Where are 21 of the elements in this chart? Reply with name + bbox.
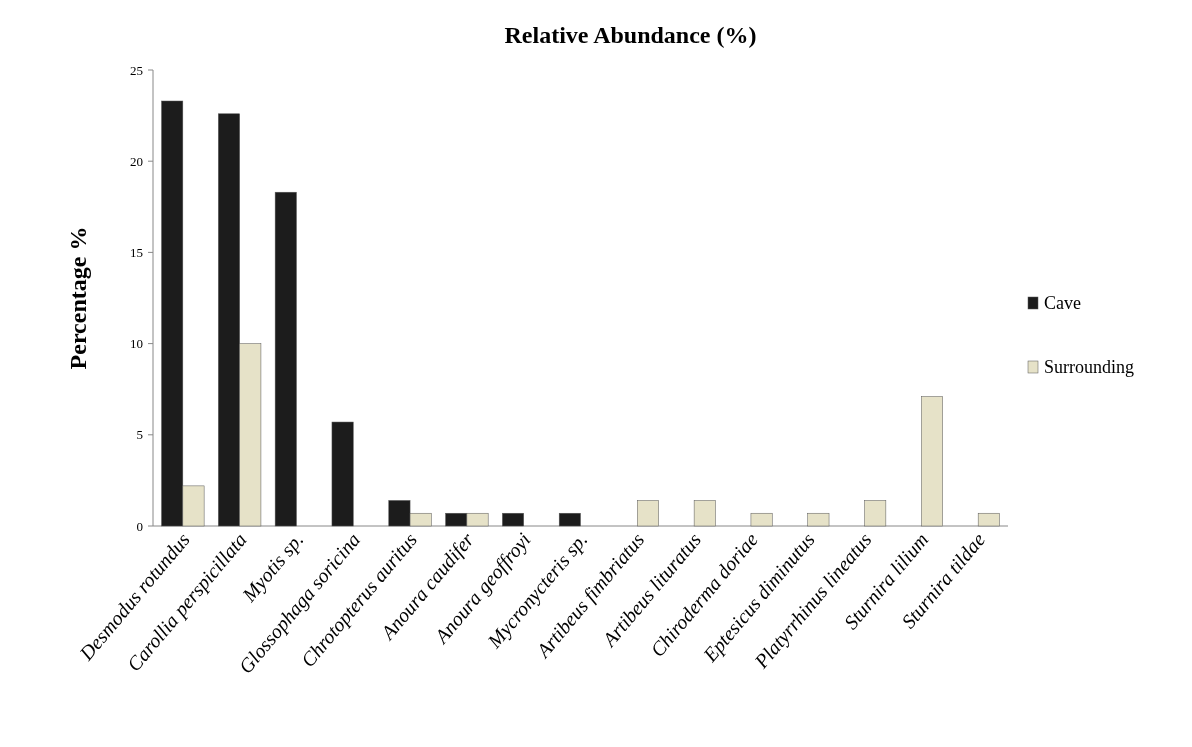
- bar: [864, 500, 887, 527]
- y-tick-label: 15: [130, 244, 143, 260]
- y-tick-label: 10: [130, 336, 143, 352]
- y-tick-label: 20: [130, 153, 143, 169]
- legend-label: Surrounding: [1044, 357, 1134, 378]
- bar: [637, 500, 659, 527]
- bar: [921, 396, 943, 527]
- bar: [274, 191, 297, 527]
- bar: [331, 421, 354, 527]
- bar: [750, 512, 773, 527]
- bar: [502, 512, 524, 527]
- y-tick-label: 5: [136, 427, 143, 443]
- legend-label: Cave: [1044, 293, 1081, 314]
- bar: [977, 512, 1000, 527]
- bar: [558, 512, 581, 527]
- bar: [807, 512, 830, 527]
- y-tick-label: 0: [136, 518, 143, 534]
- y-tick-label: 25: [130, 62, 143, 78]
- chart-title: Relative Abundance (%): [504, 22, 757, 48]
- bar: [693, 500, 716, 527]
- y-axis-title: Percentage %: [65, 226, 91, 370]
